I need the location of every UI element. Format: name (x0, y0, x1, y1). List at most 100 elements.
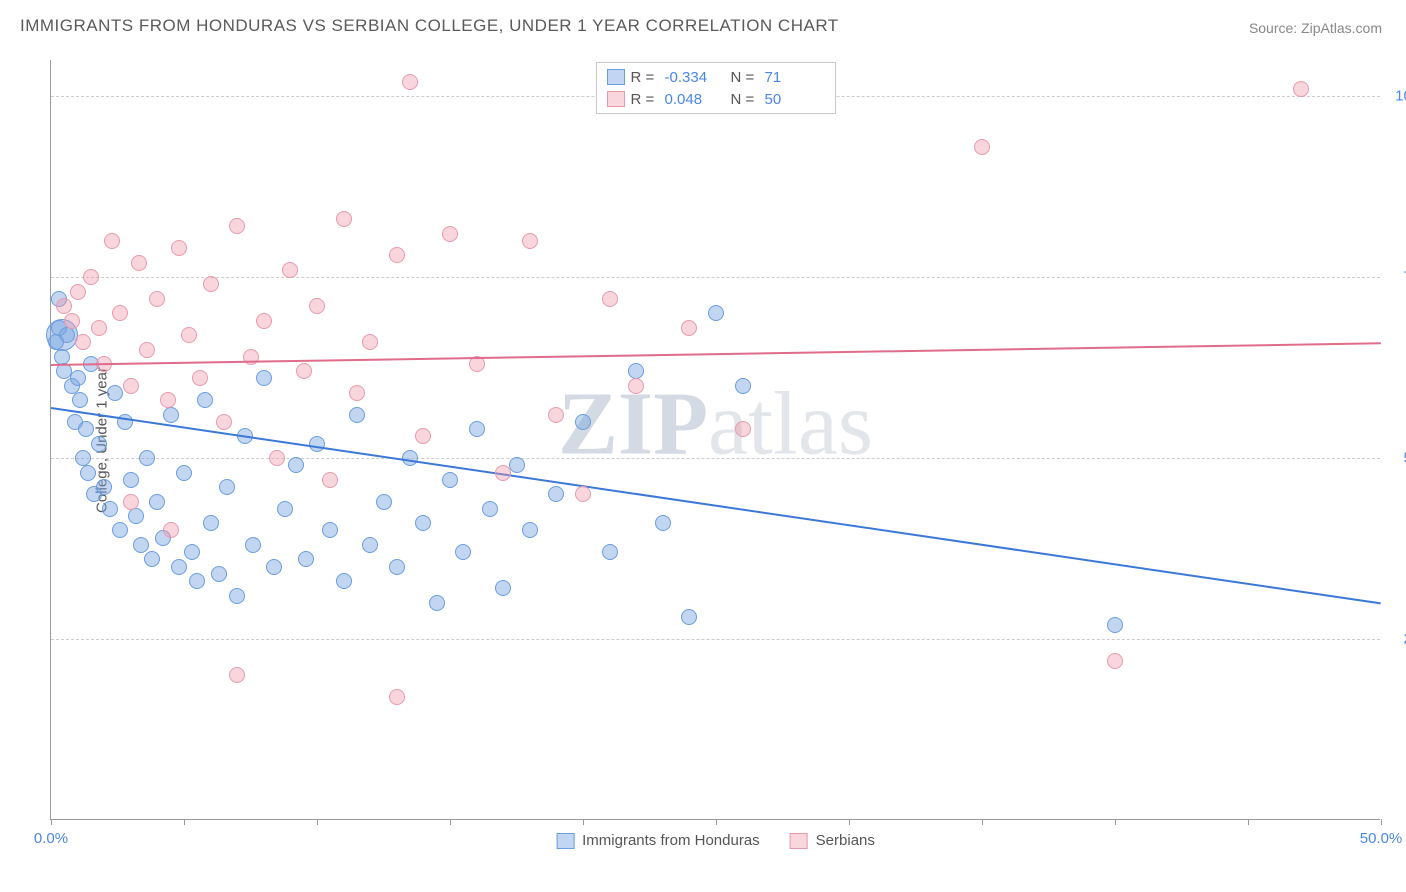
data-point-honduras (548, 486, 564, 502)
data-point-serbians (70, 284, 86, 300)
data-point-honduras (102, 501, 118, 517)
data-point-honduras (203, 515, 219, 531)
n-label: N = (731, 69, 759, 86)
data-point-honduras (708, 305, 724, 321)
data-point-serbians (322, 472, 338, 488)
data-point-honduras (495, 580, 511, 596)
data-point-serbians (160, 392, 176, 408)
scatter-plot-area: College, Under 1 year ZIPatlas R = -0.33… (50, 60, 1380, 820)
r-label: R = (631, 69, 659, 86)
data-point-serbians (203, 276, 219, 292)
data-point-honduras (575, 414, 591, 430)
swatch-honduras (607, 69, 625, 85)
data-point-honduras (54, 349, 70, 365)
series-legend: Immigrants from Honduras Serbians (556, 832, 875, 849)
data-point-serbians (163, 522, 179, 538)
data-point-serbians (336, 211, 352, 227)
data-point-honduras (362, 537, 378, 553)
data-point-serbians (64, 313, 80, 329)
data-point-honduras (429, 595, 445, 611)
data-point-serbians (349, 385, 365, 401)
source-attribution: Source: ZipAtlas.com (1249, 20, 1382, 36)
swatch-serbians (790, 833, 808, 849)
data-point-honduras (211, 566, 227, 582)
data-point-serbians (269, 450, 285, 466)
data-point-honduras (70, 370, 86, 386)
legend-item-honduras: Immigrants from Honduras (556, 832, 760, 849)
data-point-honduras (655, 515, 671, 531)
data-point-honduras (277, 501, 293, 517)
data-point-honduras (229, 588, 245, 604)
data-point-serbians (216, 414, 232, 430)
data-point-serbians (974, 139, 990, 155)
data-point-honduras (482, 501, 498, 517)
x-tick (982, 819, 983, 825)
data-point-honduras (91, 436, 107, 452)
data-point-honduras (112, 522, 128, 538)
r-label: R = (631, 91, 659, 108)
data-point-honduras (197, 392, 213, 408)
data-point-honduras (309, 436, 325, 452)
data-point-honduras (163, 407, 179, 423)
source-name: ZipAtlas.com (1301, 20, 1382, 36)
data-point-honduras (442, 472, 458, 488)
data-point-honduras (602, 544, 618, 560)
data-point-serbians (192, 370, 208, 386)
data-point-honduras (256, 370, 272, 386)
data-point-honduras (376, 494, 392, 510)
data-point-serbians (83, 269, 99, 285)
data-point-serbians (149, 291, 165, 307)
data-point-serbians (495, 465, 511, 481)
data-point-serbians (296, 363, 312, 379)
data-point-serbians (548, 407, 564, 423)
data-point-serbians (442, 226, 458, 242)
data-point-serbians (309, 298, 325, 314)
watermark: ZIPatlas (558, 373, 873, 476)
data-point-honduras (78, 421, 94, 437)
data-point-honduras (219, 479, 235, 495)
data-point-honduras (139, 450, 155, 466)
x-tick (716, 819, 717, 825)
data-point-honduras (176, 465, 192, 481)
n-value: 50 (765, 91, 825, 108)
data-point-serbians (229, 218, 245, 234)
data-point-serbians (522, 233, 538, 249)
data-point-serbians (181, 327, 197, 343)
data-point-honduras (171, 559, 187, 575)
data-point-serbians (171, 240, 187, 256)
legend-label: Serbians (816, 832, 875, 849)
correlation-legend: R = -0.334 N = 71 R = 0.048 N = 50 (596, 62, 836, 114)
data-point-serbians (282, 262, 298, 278)
data-point-serbians (229, 667, 245, 683)
data-point-honduras (133, 537, 149, 553)
x-tick (317, 819, 318, 825)
x-tick (1115, 819, 1116, 825)
data-point-serbians (602, 291, 618, 307)
data-point-serbians (735, 421, 751, 437)
data-point-serbians (75, 334, 91, 350)
data-point-serbians (628, 378, 644, 394)
swatch-honduras (556, 833, 574, 849)
data-point-serbians (256, 313, 272, 329)
n-label: N = (731, 91, 759, 108)
source-label: Source: (1249, 20, 1301, 36)
data-point-honduras (123, 472, 139, 488)
data-point-honduras (107, 385, 123, 401)
legend-row-serbians: R = 0.048 N = 50 (607, 88, 825, 110)
data-point-honduras (322, 522, 338, 538)
data-point-serbians (402, 74, 418, 90)
data-point-serbians (362, 334, 378, 350)
x-tick (583, 819, 584, 825)
data-point-serbians (91, 320, 107, 336)
data-point-honduras (735, 378, 751, 394)
data-point-serbians (681, 320, 697, 336)
data-point-honduras (48, 334, 64, 350)
data-point-serbians (112, 305, 128, 321)
data-point-serbians (1107, 653, 1123, 669)
x-tick (450, 819, 451, 825)
x-tick (1248, 819, 1249, 825)
data-point-serbians (104, 233, 120, 249)
gridline (51, 458, 1380, 459)
data-point-serbians (415, 428, 431, 444)
gridline (51, 639, 1380, 640)
